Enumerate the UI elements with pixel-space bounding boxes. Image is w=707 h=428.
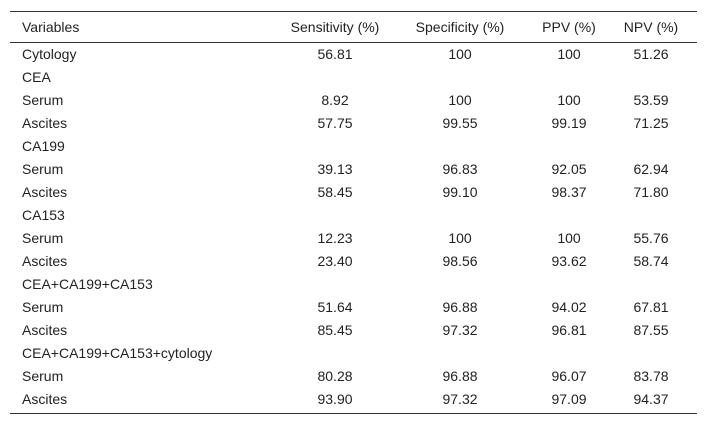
cell-value: 100	[448, 92, 472, 108]
cell-value: 96.88	[442, 299, 478, 315]
cell-value: 12.23	[317, 230, 353, 246]
cell-value: 71.80	[633, 184, 669, 200]
column-header: NPV (%)	[623, 19, 679, 35]
row-label: Ascites	[22, 322, 68, 338]
row-label: Ascites	[22, 391, 68, 407]
top-rule	[10, 11, 697, 12]
cell-value: 96.88	[442, 368, 478, 384]
group-label: CA153	[22, 207, 65, 223]
cell-value: 99.55	[442, 115, 478, 131]
row-label: Serum	[22, 299, 64, 315]
cell-value: 62.94	[633, 161, 669, 177]
cell-value: 87.55	[633, 322, 669, 338]
group-label: CEA	[22, 69, 51, 85]
cell-value: 71.25	[633, 115, 669, 131]
cell-value: 96.07	[551, 368, 587, 384]
cell-value: 80.28	[317, 368, 353, 384]
cell-value: 94.02	[551, 299, 587, 315]
row-label: Serum	[22, 161, 64, 177]
cell-value: 83.78	[633, 368, 669, 384]
cell-value: 99.10	[442, 184, 478, 200]
cell-value: 23.40	[317, 253, 353, 269]
row-label: Serum	[22, 368, 64, 384]
cell-value: 100	[448, 46, 472, 62]
cell-value: 56.81	[317, 46, 353, 62]
row-label: Ascites	[22, 184, 68, 200]
group-label: CA199	[22, 138, 65, 154]
cell-value: 55.76	[633, 230, 669, 246]
cell-value: 57.75	[317, 115, 353, 131]
cell-value: 98.56	[442, 253, 478, 269]
cell-value: 8.92	[321, 92, 349, 108]
cell-value: 97.32	[442, 322, 478, 338]
row-label: Ascites	[22, 253, 68, 269]
row-label: Serum	[22, 230, 64, 246]
cell-value: 100	[557, 46, 581, 62]
cell-value: 96.81	[551, 322, 587, 338]
cell-value: 85.45	[317, 322, 353, 338]
cell-value: 96.83	[442, 161, 478, 177]
column-header: Specificity (%)	[415, 19, 505, 35]
cell-value: 100	[557, 230, 581, 246]
row-label: Serum	[22, 92, 64, 108]
group-label: CEA+CA199+CA153	[22, 276, 153, 292]
row-label: Cytology	[22, 46, 77, 62]
cell-value: 100	[557, 92, 581, 108]
cell-value: 92.05	[551, 161, 587, 177]
cell-value: 94.37	[633, 391, 669, 407]
cell-value: 97.32	[442, 391, 478, 407]
column-header: PPV (%)	[542, 19, 596, 35]
cell-value: 58.74	[633, 253, 669, 269]
cell-value: 53.59	[633, 92, 669, 108]
cell-value: 67.81	[633, 299, 669, 315]
cell-value: 58.45	[317, 184, 353, 200]
row-label: Ascites	[22, 115, 68, 131]
column-header: Sensitivity (%)	[290, 19, 380, 35]
cell-value: 51.64	[317, 299, 353, 315]
cell-value: 100	[448, 230, 472, 246]
column-header: Variables	[22, 19, 80, 35]
group-label: CEA+CA199+CA153+cytology	[22, 345, 213, 361]
cell-value: 99.19	[551, 115, 587, 131]
cell-value: 93.90	[317, 391, 353, 407]
bottom-rule	[10, 413, 697, 414]
cell-value: 98.37	[551, 184, 587, 200]
header-rule	[10, 42, 697, 43]
cell-value: 51.26	[633, 46, 669, 62]
cell-value: 97.09	[551, 391, 587, 407]
cell-value: 93.62	[551, 253, 587, 269]
cell-value: 39.13	[317, 161, 353, 177]
